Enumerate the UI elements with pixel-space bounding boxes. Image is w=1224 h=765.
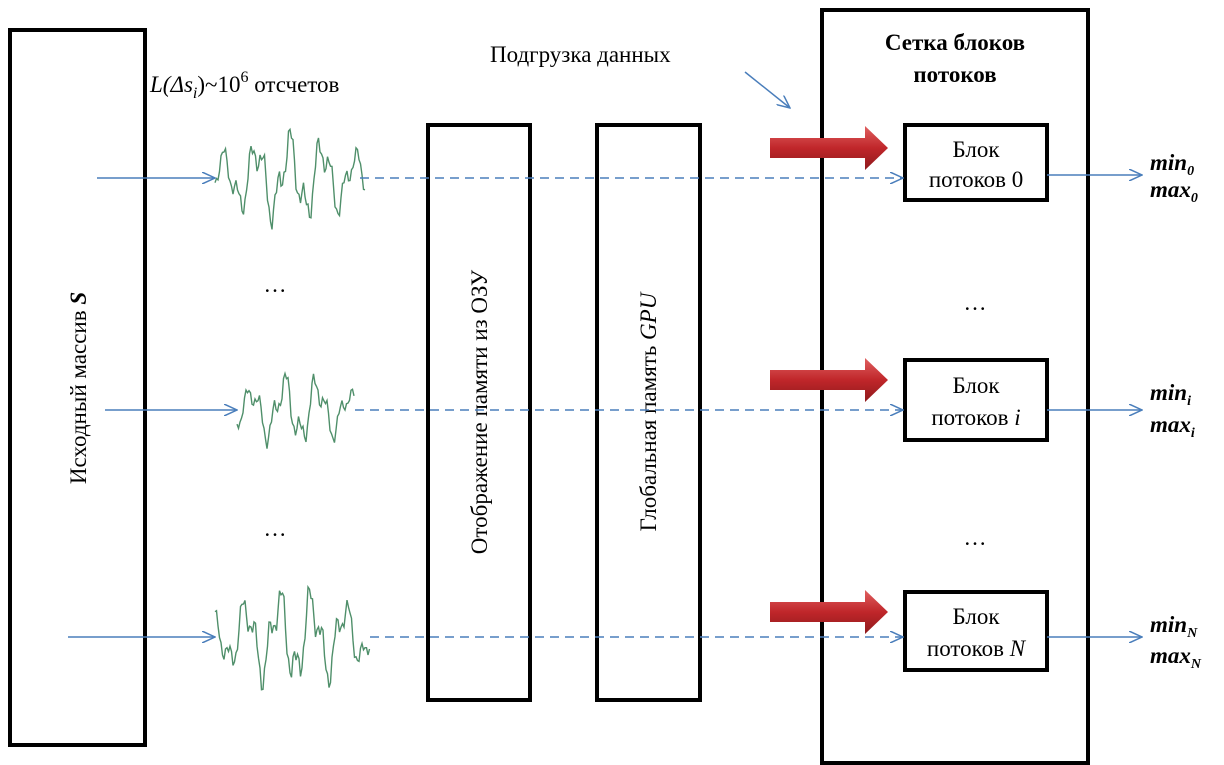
max-sub: N [1190, 657, 1202, 672]
max-label: maxi [1150, 412, 1195, 441]
min-label: mini [1150, 380, 1191, 409]
block-line: потоков [929, 167, 1006, 192]
title-line: Сетка блоков [885, 30, 1025, 55]
pointer-arrow [745, 72, 790, 108]
max-sub: 0 [1191, 191, 1198, 206]
label-var: GPU [636, 291, 661, 340]
gpu-label: Глобальная память GPU [636, 291, 661, 531]
diagram: Исходный массив S Отображение памяти из … [0, 0, 1224, 765]
ellipsis: … [264, 272, 287, 297]
min: min [1150, 380, 1187, 405]
max-sub: i [1191, 426, 1195, 441]
min: min [1150, 612, 1187, 637]
waveform [237, 374, 354, 449]
label-var: S [66, 292, 91, 305]
block-index: i [1014, 405, 1020, 430]
sample-count: L(Δsi)~106 отсчетов [149, 69, 340, 102]
ellipsis: … [964, 525, 987, 550]
min-label: minN [1150, 612, 1198, 641]
block-line: Блок [952, 137, 1000, 162]
max: max [1150, 412, 1191, 437]
waveform [215, 129, 365, 229]
source-label: Исходный массив S [66, 292, 91, 484]
max-label: maxN [1150, 643, 1202, 672]
block-index: 0 [1012, 167, 1024, 192]
min-sub: i [1187, 394, 1191, 409]
block-line: Блок [952, 373, 1000, 398]
label-text: Глобальная память [636, 346, 661, 532]
max: max [1150, 177, 1191, 202]
block-line: Блок [952, 604, 1000, 629]
title-line: потоков [913, 62, 996, 87]
ellipsis: … [264, 516, 287, 541]
formula-unit: отсчетов [254, 72, 339, 97]
formula: L(Δs [149, 72, 193, 97]
data-loading: Подгрузка данных [490, 42, 671, 67]
block-line: потоков [931, 405, 1008, 430]
label-text: Исходный массив [66, 310, 91, 484]
block-line: потоков [927, 636, 1004, 661]
ram-label: Отображение памяти из ОЗУ [467, 269, 492, 554]
min: min [1150, 150, 1187, 175]
waveform [215, 587, 370, 690]
max: max [1150, 643, 1191, 668]
max-label: max0 [1150, 177, 1198, 206]
block-index: N [1009, 636, 1027, 661]
ellipsis: … [964, 290, 987, 315]
formula: )~10 [197, 72, 240, 97]
min-label: min0 [1150, 150, 1194, 179]
min-sub: N [1186, 626, 1198, 641]
formula-sup: 6 [240, 69, 248, 86]
